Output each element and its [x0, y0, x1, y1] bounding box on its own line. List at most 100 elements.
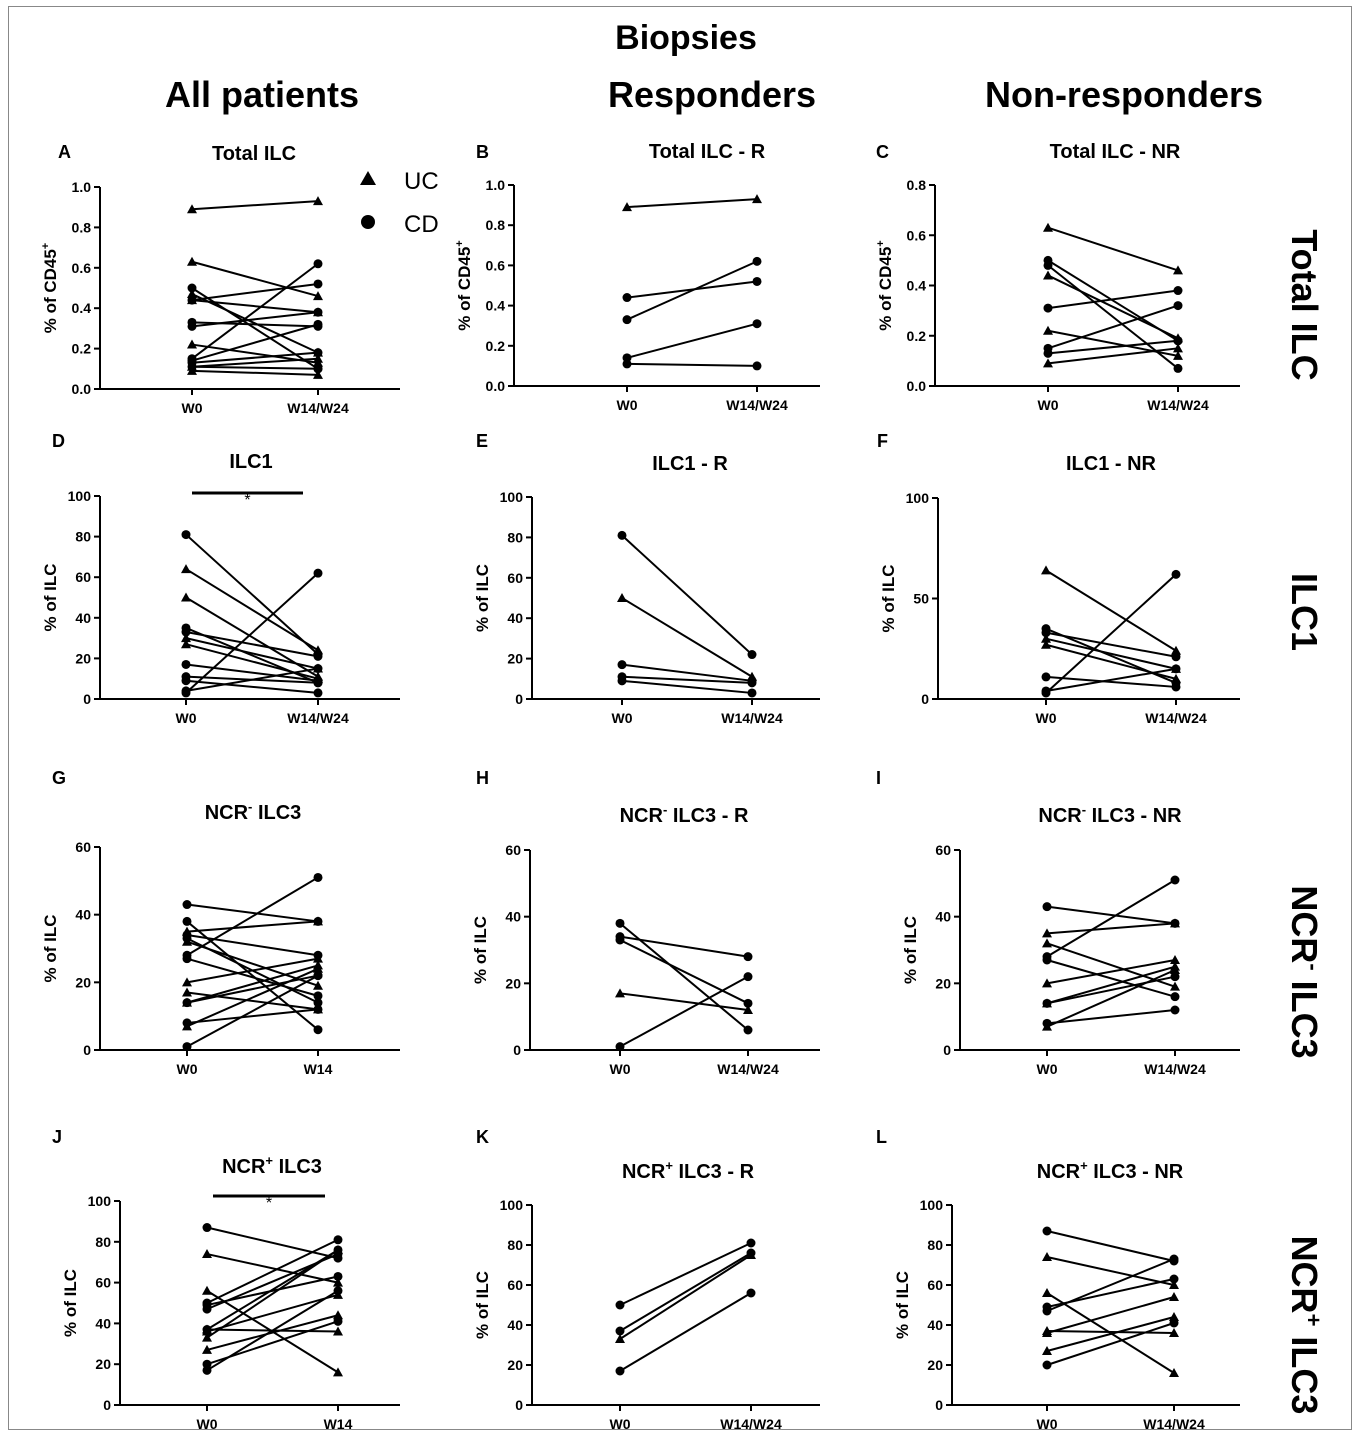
data-point-cd	[743, 998, 753, 1008]
y-tick-label: 0.0	[907, 378, 927, 394]
y-tick-label: 20	[75, 650, 91, 666]
data-point-cd	[747, 678, 757, 688]
panel-letter: D	[52, 431, 65, 451]
row-label-ilc1: ILC1	[1284, 573, 1325, 651]
panel-title: Total ILC - NR	[1050, 141, 1181, 163]
data-point-cd	[333, 1271, 343, 1281]
data-point-uc	[1043, 325, 1053, 335]
data-point-uc	[313, 645, 323, 655]
y-tick-label: 60	[75, 569, 91, 585]
y-tick-label: 20	[927, 1357, 943, 1373]
y-tick-label: 100	[906, 490, 930, 506]
data-point-uc	[182, 987, 192, 997]
series-line	[1047, 339, 1179, 355]
series-line	[185, 637, 319, 670]
panel-d: D ILC1 * 0 20 40 60 80 100 W0 W14/W24 % of ILC	[41, 431, 400, 726]
x-tick-label: W14/W24	[720, 1416, 782, 1432]
x-tick-label: W14/W24	[287, 710, 349, 726]
y-axis-label: % of CD45+	[40, 243, 60, 334]
panel-f: F ILC1 - NR 0 50 100 W0 W14/W24 % of ILC	[877, 431, 1240, 726]
data-point-uc	[1042, 1328, 1052, 1337]
series-line	[186, 920, 319, 933]
y-axis-label: % of ILC	[41, 564, 60, 632]
data-point-cd	[743, 972, 753, 982]
y-tick-label: 80	[75, 529, 91, 545]
x-tick-label: W0	[610, 1061, 631, 1077]
data-point-cd	[1170, 992, 1180, 1002]
significance-star: *	[244, 492, 250, 509]
data-point-uc	[182, 936, 192, 946]
series-line	[186, 964, 319, 1004]
series-line	[619, 975, 749, 1048]
panel-e: E ILC1 - R 0 20 40 60 80 100 W0 W14/W24 % of ILC	[473, 431, 820, 726]
y-tick-label: 80	[507, 1237, 523, 1253]
x-tick-label: W14/W24	[726, 397, 788, 413]
x-tick-label: W0	[177, 1061, 198, 1077]
data-point-cd	[1170, 972, 1180, 982]
data-point-cd	[1041, 672, 1051, 682]
data-point-uc	[202, 1332, 212, 1342]
data-point-cd	[1171, 652, 1181, 662]
series-line	[1045, 667, 1177, 692]
data-point-cd	[187, 362, 197, 372]
y-tick-label: 60	[75, 839, 91, 855]
x-tick-label: W0	[1036, 710, 1057, 726]
data-point-cd	[202, 1223, 212, 1233]
data-point-uc	[313, 980, 323, 990]
panel-title: NCR+ ILC3 - R	[622, 1158, 755, 1183]
data-point-cd	[746, 1288, 756, 1298]
data-point-cd	[617, 676, 627, 686]
series-line	[619, 1254, 752, 1340]
panel-letter: C	[876, 142, 889, 162]
series-line	[1046, 969, 1176, 1028]
data-point-cd	[313, 364, 323, 374]
data-point-uc	[1043, 222, 1053, 232]
series-line	[185, 679, 319, 694]
data-point-cd	[182, 954, 192, 964]
x-tick-label: W14	[304, 1061, 333, 1077]
data-point-cd	[181, 530, 191, 540]
y-tick-label: 80	[95, 1234, 111, 1250]
data-point-cd	[182, 1042, 192, 1052]
row-label-total-ilc: Total ILC	[1284, 229, 1325, 380]
series-line	[186, 974, 319, 1004]
y-tick-label: 20	[95, 1356, 111, 1372]
data-point-uc	[1042, 1346, 1052, 1355]
y-tick-label: 20	[935, 975, 951, 991]
y-tick-label: 60	[927, 1277, 943, 1293]
data-point-uc	[615, 988, 625, 998]
data-point-cd	[746, 1238, 756, 1248]
data-point-uc	[1043, 270, 1053, 280]
panel-b: B Total ILC - R 0.0 0.2 0.4 0.6 0.8 1.0 W0 W14/W2…	[454, 141, 820, 413]
legend-circle-marker	[361, 215, 375, 229]
series-line	[1046, 965, 1176, 1005]
y-tick-label: 0	[83, 1042, 91, 1058]
series-line	[191, 323, 319, 362]
y-tick-label: 60	[505, 842, 521, 858]
panel-c: C Total ILC - NR 0.0 0.2 0.4 0.6 0.8 W0 W14/W24%…	[875, 141, 1240, 413]
y-tick-label: 60	[935, 842, 951, 858]
data-point-uc	[752, 194, 762, 204]
y-tick-label: 0.8	[72, 219, 92, 235]
series-line	[186, 957, 319, 984]
y-tick-label: 0	[935, 1397, 943, 1413]
data-point-cd	[313, 1004, 323, 1014]
panel-title: NCR- ILC3 - NR	[1038, 802, 1182, 827]
y-tick-label: 0.2	[907, 328, 927, 344]
data-point-cd	[747, 688, 757, 698]
series-line	[186, 967, 319, 1028]
data-point-uc	[1043, 358, 1053, 368]
data-point-uc	[181, 592, 191, 602]
y-tick-label: 0.4	[72, 300, 92, 316]
series-line	[1046, 1230, 1175, 1262]
data-point-uc	[1042, 1288, 1052, 1297]
data-point-uc	[1042, 978, 1052, 988]
data-point-uc	[187, 204, 197, 214]
y-tick-label: 0	[513, 1042, 521, 1058]
data-point-uc	[187, 289, 197, 299]
data-point-cd	[181, 659, 191, 669]
x-tick-label: W14/W24	[1147, 397, 1209, 413]
panel-title: Total ILC - R	[649, 141, 766, 163]
x-tick-label: W0	[612, 710, 633, 726]
data-point-uc	[333, 1289, 343, 1299]
